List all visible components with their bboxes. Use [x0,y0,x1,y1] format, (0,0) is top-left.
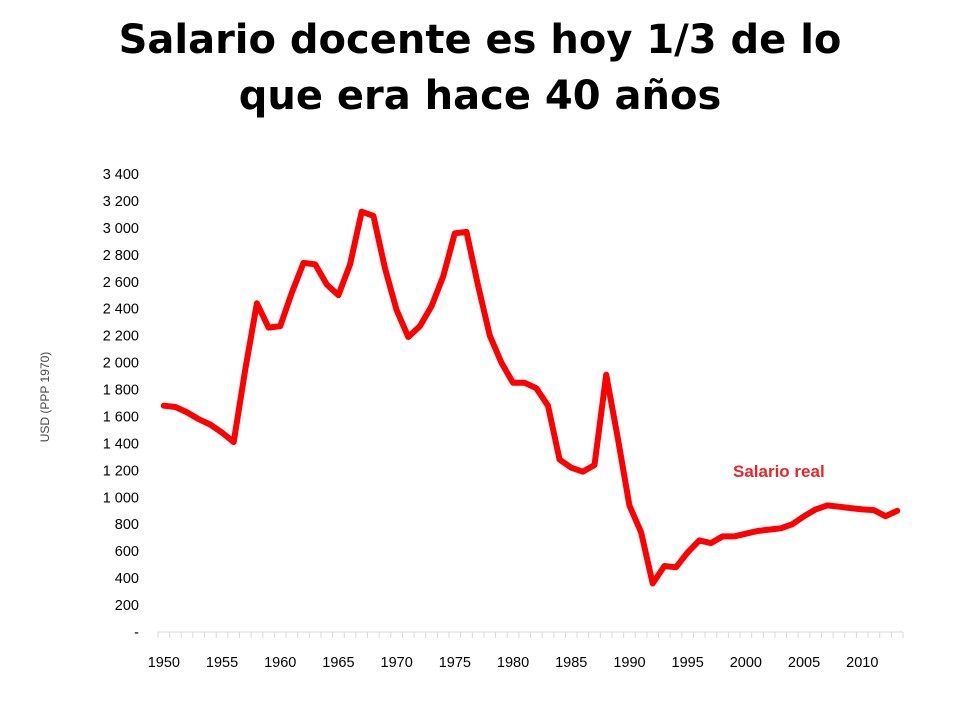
y-tick-label: 1 400 [103,436,139,452]
x-tick-label: 1965 [322,655,354,671]
y-tick-label: 2 600 [103,275,139,291]
x-tick-label: 2005 [788,655,820,671]
y-tick-label: 2 400 [103,302,139,318]
x-tick-label: 2000 [730,655,762,671]
x-tick-label: 1980 [497,655,529,671]
y-tick-label: 1 200 [103,463,139,479]
y-tick-label: 1 800 [103,383,139,399]
x-tick-label: 1970 [381,655,413,671]
chart-title-line-1: Salario docente es hoy 1/3 de lo [118,17,842,63]
y-axis-label: USD (PPP 1970) [38,352,52,443]
y-tick-label: 600 [115,544,139,560]
chart-axes [157,631,904,638]
y-tick-label: 800 [115,517,139,533]
y-tick-label: 2 200 [103,329,139,345]
series-label: Salario real [733,462,825,481]
x-tick-label: 1985 [555,655,587,671]
series-line-salario-real [160,208,901,587]
y-tick-label: 1 000 [103,490,139,506]
chart-title: Salario docente es hoy 1/3 de lo que era… [60,12,900,124]
y-tick-label: 200 [115,598,139,614]
x-tick-label: 1950 [148,655,180,671]
y-tick-label: 2 000 [103,356,139,372]
x-tick-label: 1955 [206,655,238,671]
y-axis-ticks: - 200 400 600 800 1 000 1 200 1 400 1 600 1 800 2 … [103,167,139,641]
y-tick-label: - [134,625,139,641]
x-tick-label: 1990 [613,655,645,671]
x-axis-ticks: 1950 1955 1960 1965 1970 1975 1980 1985 1990 1995… [148,655,879,671]
y-tick-label: 3 400 [103,167,139,183]
y-tick-label: 3 000 [103,221,139,237]
y-tick-label: 3 200 [103,194,139,210]
x-tick-label: 2010 [846,655,878,671]
y-tick-label: 2 800 [103,248,139,264]
x-tick-label: 1995 [672,655,704,671]
chart-title-line-2: que era hace 40 años [238,73,722,119]
y-tick-label: 1 600 [103,409,139,425]
series-group [160,208,901,587]
y-tick-label: 400 [115,571,139,587]
x-tick-label: 1960 [264,655,296,671]
x-tick-label: 1975 [439,655,471,671]
